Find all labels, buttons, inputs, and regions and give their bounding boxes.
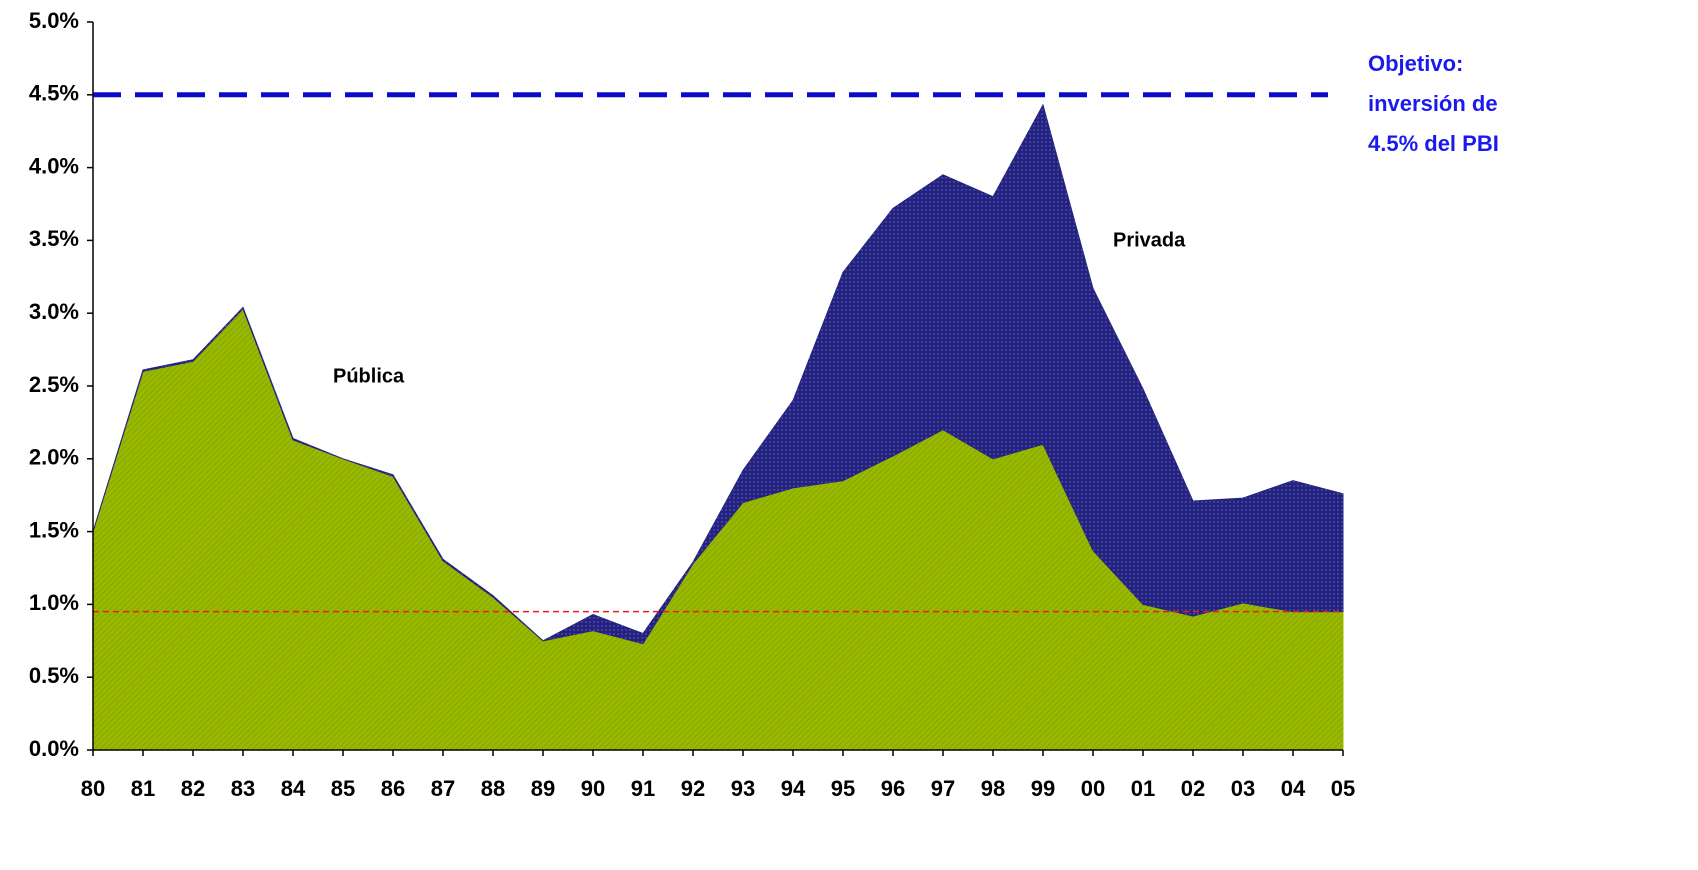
- x-tick-label: 86: [381, 776, 405, 801]
- annotation: inversión de: [1368, 91, 1498, 116]
- y-tick-label: 1.0%: [29, 590, 79, 615]
- x-tick-label: 87: [431, 776, 455, 801]
- x-tick-label: 83: [231, 776, 255, 801]
- x-tick-label: 91: [631, 776, 655, 801]
- y-tick-label: 2.5%: [29, 372, 79, 397]
- y-tick-label: 5.0%: [29, 8, 79, 33]
- y-tick-label: 4.0%: [29, 153, 79, 178]
- x-tick-label: 93: [731, 776, 755, 801]
- x-tick-label: 85: [331, 776, 355, 801]
- x-tick-label: 95: [831, 776, 855, 801]
- x-tick-label: 05: [1331, 776, 1355, 801]
- y-tick-label: 0.0%: [29, 736, 79, 761]
- y-tick-label: 2.0%: [29, 445, 79, 470]
- x-tick-label: 84: [281, 776, 306, 801]
- x-tick-label: 88: [481, 776, 505, 801]
- series-label: Privada: [1113, 229, 1186, 251]
- y-tick-label: 1.5%: [29, 517, 79, 542]
- x-tick-label: 02: [1181, 776, 1205, 801]
- series-label: Pública: [333, 365, 405, 387]
- x-tick-label: 03: [1231, 776, 1255, 801]
- y-tick-label: 3.5%: [29, 226, 79, 251]
- x-tick-label: 81: [131, 776, 155, 801]
- x-tick-label: 89: [531, 776, 555, 801]
- x-tick-label: 97: [931, 776, 955, 801]
- x-tick-label: 94: [781, 776, 806, 801]
- x-tick-label: 96: [881, 776, 905, 801]
- x-tick-label: 04: [1281, 776, 1306, 801]
- y-tick-label: 4.5%: [29, 81, 79, 106]
- x-tick-label: 92: [681, 776, 705, 801]
- annotation: 4.5% del PBI: [1368, 131, 1499, 156]
- y-tick-label: 0.5%: [29, 663, 79, 688]
- annotation: Objetivo:: [1368, 51, 1463, 76]
- x-tick-label: 00: [1081, 776, 1105, 801]
- x-tick-label: 99: [1031, 776, 1055, 801]
- x-tick-label: 01: [1131, 776, 1155, 801]
- x-tick-label: 80: [81, 776, 105, 801]
- x-tick-label: 90: [581, 776, 605, 801]
- y-tick-label: 3.0%: [29, 299, 79, 324]
- x-tick-label: 82: [181, 776, 205, 801]
- x-tick-label: 98: [981, 776, 1005, 801]
